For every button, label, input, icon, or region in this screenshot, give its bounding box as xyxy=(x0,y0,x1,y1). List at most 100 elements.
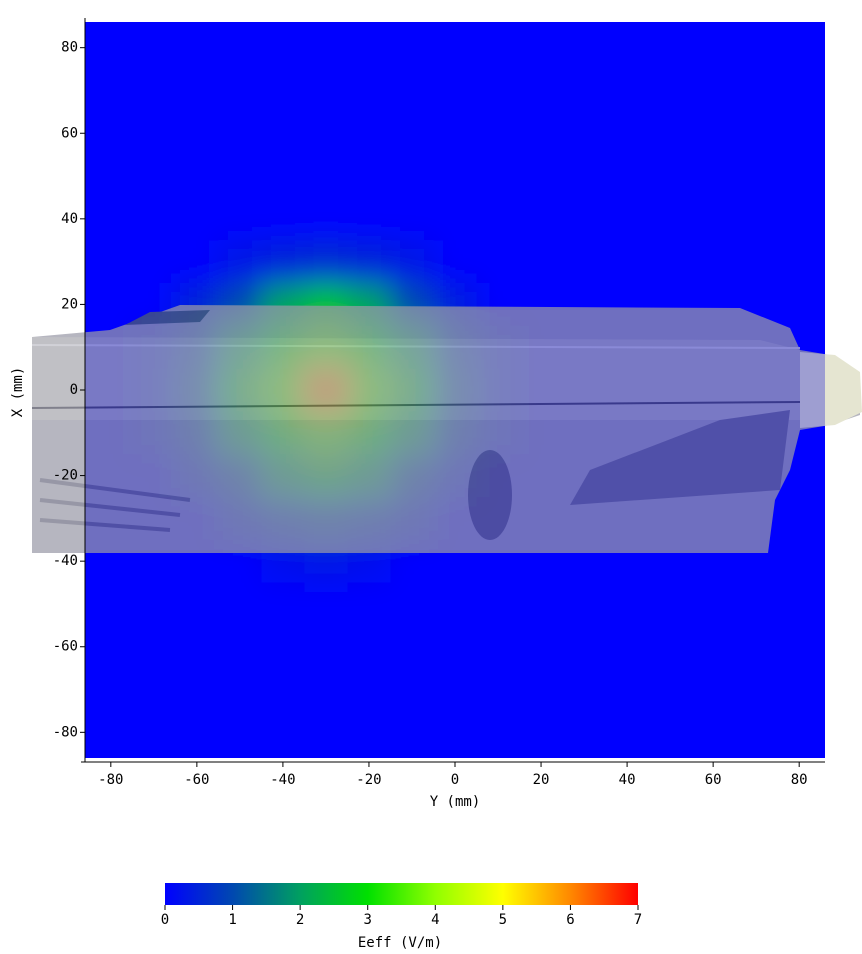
heat-cell xyxy=(218,197,262,241)
heat-cell xyxy=(347,710,391,755)
heat-cell xyxy=(89,668,133,712)
heat-cell xyxy=(734,197,779,241)
heat-cell xyxy=(777,111,822,156)
heat-cell xyxy=(347,668,391,712)
heat-cell xyxy=(562,111,607,156)
heat-cell xyxy=(433,625,478,669)
heat-cell xyxy=(218,111,262,156)
heat-cell xyxy=(218,69,262,113)
heat-cell xyxy=(648,582,693,626)
heat-cell xyxy=(433,582,478,626)
heat-cell xyxy=(218,26,262,70)
y-axis-label: X (mm) xyxy=(10,367,26,418)
colorbar-tick-label: 5 xyxy=(499,912,507,928)
heat-cell xyxy=(218,710,262,755)
heat-cell xyxy=(691,240,736,284)
device-grille xyxy=(39,478,191,532)
heat-cell xyxy=(175,26,219,70)
heat-cell xyxy=(562,154,607,198)
heat-cell xyxy=(390,668,434,712)
heat-cell xyxy=(691,69,736,113)
heat-cell xyxy=(132,582,176,626)
heat-cell xyxy=(777,539,822,584)
heat-cell xyxy=(648,710,693,755)
heat-cell xyxy=(390,26,434,70)
heat-cell xyxy=(175,111,219,156)
heat-cell xyxy=(562,710,607,755)
heat-cell xyxy=(605,197,650,241)
y-tick-label: -20 xyxy=(53,468,78,484)
heat-cell xyxy=(562,240,607,284)
x-tick-label: 0 xyxy=(451,772,459,788)
heat-cell xyxy=(734,240,779,284)
heat-cell xyxy=(261,111,305,156)
heat-cell xyxy=(734,668,779,712)
heat-cell xyxy=(433,710,478,755)
heat-cell xyxy=(175,154,219,198)
heat-cell xyxy=(476,26,521,70)
heat-cell xyxy=(304,668,348,712)
heat-cell xyxy=(562,69,607,113)
heat-cell xyxy=(304,240,348,284)
colorbar-tick-label: 4 xyxy=(431,912,439,928)
heat-cell xyxy=(777,710,822,755)
heat-cell xyxy=(777,668,822,712)
heat-cell xyxy=(132,69,176,113)
heat-cell xyxy=(347,111,391,156)
heat-cell xyxy=(605,26,650,70)
heat-cell xyxy=(777,283,822,327)
heat-cell xyxy=(734,582,779,626)
heat-cell xyxy=(519,625,564,669)
heat-cell xyxy=(605,668,650,712)
heat-cell xyxy=(777,26,822,70)
x-tick-label: -80 xyxy=(98,772,123,788)
heat-cell xyxy=(691,710,736,755)
heat-cell xyxy=(433,69,478,113)
heat-cell xyxy=(347,582,391,626)
heat-cell xyxy=(261,710,305,755)
y-tick-label: 80 xyxy=(61,40,78,56)
heat-cell xyxy=(89,625,133,669)
heat-cell xyxy=(691,154,736,198)
x-axis-label: Y (mm) xyxy=(430,794,481,810)
heat-cell xyxy=(476,111,521,156)
heat-cell xyxy=(648,197,693,241)
heat-cell xyxy=(734,710,779,755)
x-tick-label: -40 xyxy=(270,772,295,788)
heat-cell xyxy=(347,154,391,198)
heat-cell xyxy=(304,710,348,755)
heat-cell xyxy=(519,240,564,284)
heat-cell xyxy=(175,625,219,669)
heat-cell xyxy=(390,625,434,669)
device-window xyxy=(125,310,210,325)
colorbar-tick-label: 7 xyxy=(634,912,642,928)
heat-cell xyxy=(476,582,521,626)
heat-cell xyxy=(132,26,176,70)
heat-cell xyxy=(648,240,693,284)
y-tick-label: 20 xyxy=(61,296,78,312)
heat-cell xyxy=(734,625,779,669)
heat-cell xyxy=(605,111,650,156)
heat-cell xyxy=(519,111,564,156)
y-tick-label: -80 xyxy=(53,724,78,740)
heat-cell xyxy=(777,240,822,284)
heat-cell xyxy=(605,582,650,626)
heat-cell xyxy=(390,240,434,284)
heat-cell xyxy=(734,69,779,113)
heat-cell xyxy=(304,154,348,198)
heat-cell xyxy=(777,582,822,626)
heat-cell xyxy=(347,26,391,70)
heat-cell xyxy=(605,625,650,669)
heat-cell xyxy=(261,26,305,70)
heat-cell xyxy=(519,668,564,712)
device-panel xyxy=(570,410,790,505)
colorbar-tick-label: 1 xyxy=(228,912,236,928)
heat-cell xyxy=(89,710,133,755)
heat-cell xyxy=(175,240,219,284)
heat-cell xyxy=(175,668,219,712)
heat-cell xyxy=(562,26,607,70)
heat-cell xyxy=(562,625,607,669)
heat-cell xyxy=(519,26,564,70)
heat-cell xyxy=(218,240,262,284)
heat-cell xyxy=(89,197,133,241)
